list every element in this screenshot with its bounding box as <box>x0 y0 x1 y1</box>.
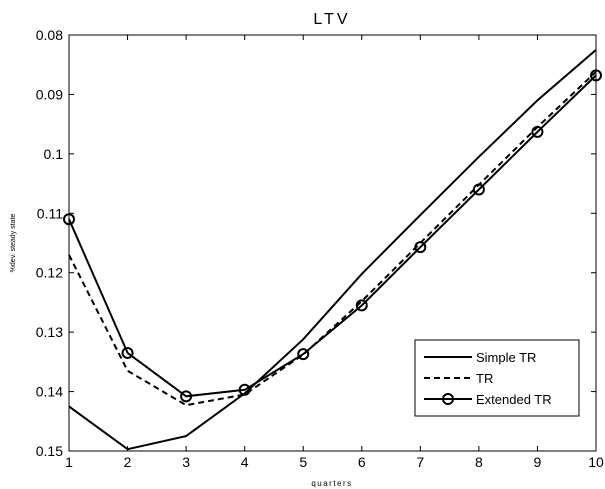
series-line-0 <box>68 49 597 451</box>
series-line-2 <box>68 74 597 398</box>
y-tick-label: 0.1 <box>44 146 64 162</box>
chart-title: LTV <box>313 11 350 28</box>
legend-label: Extended TR <box>476 392 552 407</box>
legend-box <box>414 339 580 417</box>
series-line-1 <box>68 71 597 407</box>
x-tick-label: 4 <box>241 454 249 470</box>
y-tick-label: 0.14 <box>36 384 63 400</box>
x-tick-label: 3 <box>182 454 190 470</box>
x-tick-label: 2 <box>124 454 132 470</box>
x-tick-label: 5 <box>299 454 307 470</box>
x-tick-label: 8 <box>475 454 483 470</box>
legend-label: Simple TR <box>476 350 536 365</box>
data-point <box>472 183 485 196</box>
x-axis-label: quarters <box>311 479 352 488</box>
x-tick-label: 6 <box>358 454 366 470</box>
data-point <box>531 125 544 138</box>
x-tick-label: 10 <box>588 454 604 470</box>
y-tick-label: 0.15 <box>36 443 63 459</box>
data-point <box>414 241 427 254</box>
y-tick-label: 0.08 <box>36 27 63 43</box>
x-tick-label: 1 <box>65 454 73 470</box>
y-tick-label: 0.13 <box>36 324 63 340</box>
x-tick-label: 9 <box>534 454 542 470</box>
legend-marker <box>442 393 454 405</box>
data-point <box>63 213 75 226</box>
data-point <box>297 348 310 361</box>
plot-area <box>68 34 597 452</box>
data-point <box>590 69 602 82</box>
y-tick-label: 0.12 <box>36 265 63 281</box>
y-axis-label: %dev. steady state <box>10 214 17 273</box>
y-tick-label: 0.09 <box>36 86 63 102</box>
legend-label: TR <box>476 371 493 386</box>
data-point <box>180 390 193 403</box>
data-point <box>238 383 251 396</box>
x-tick-label: 7 <box>416 454 424 470</box>
data-point <box>355 299 368 312</box>
y-tick-label: 0.11 <box>37 205 63 221</box>
data-point <box>121 346 134 359</box>
legend: Simple TR TR Extended TR <box>414 339 580 417</box>
